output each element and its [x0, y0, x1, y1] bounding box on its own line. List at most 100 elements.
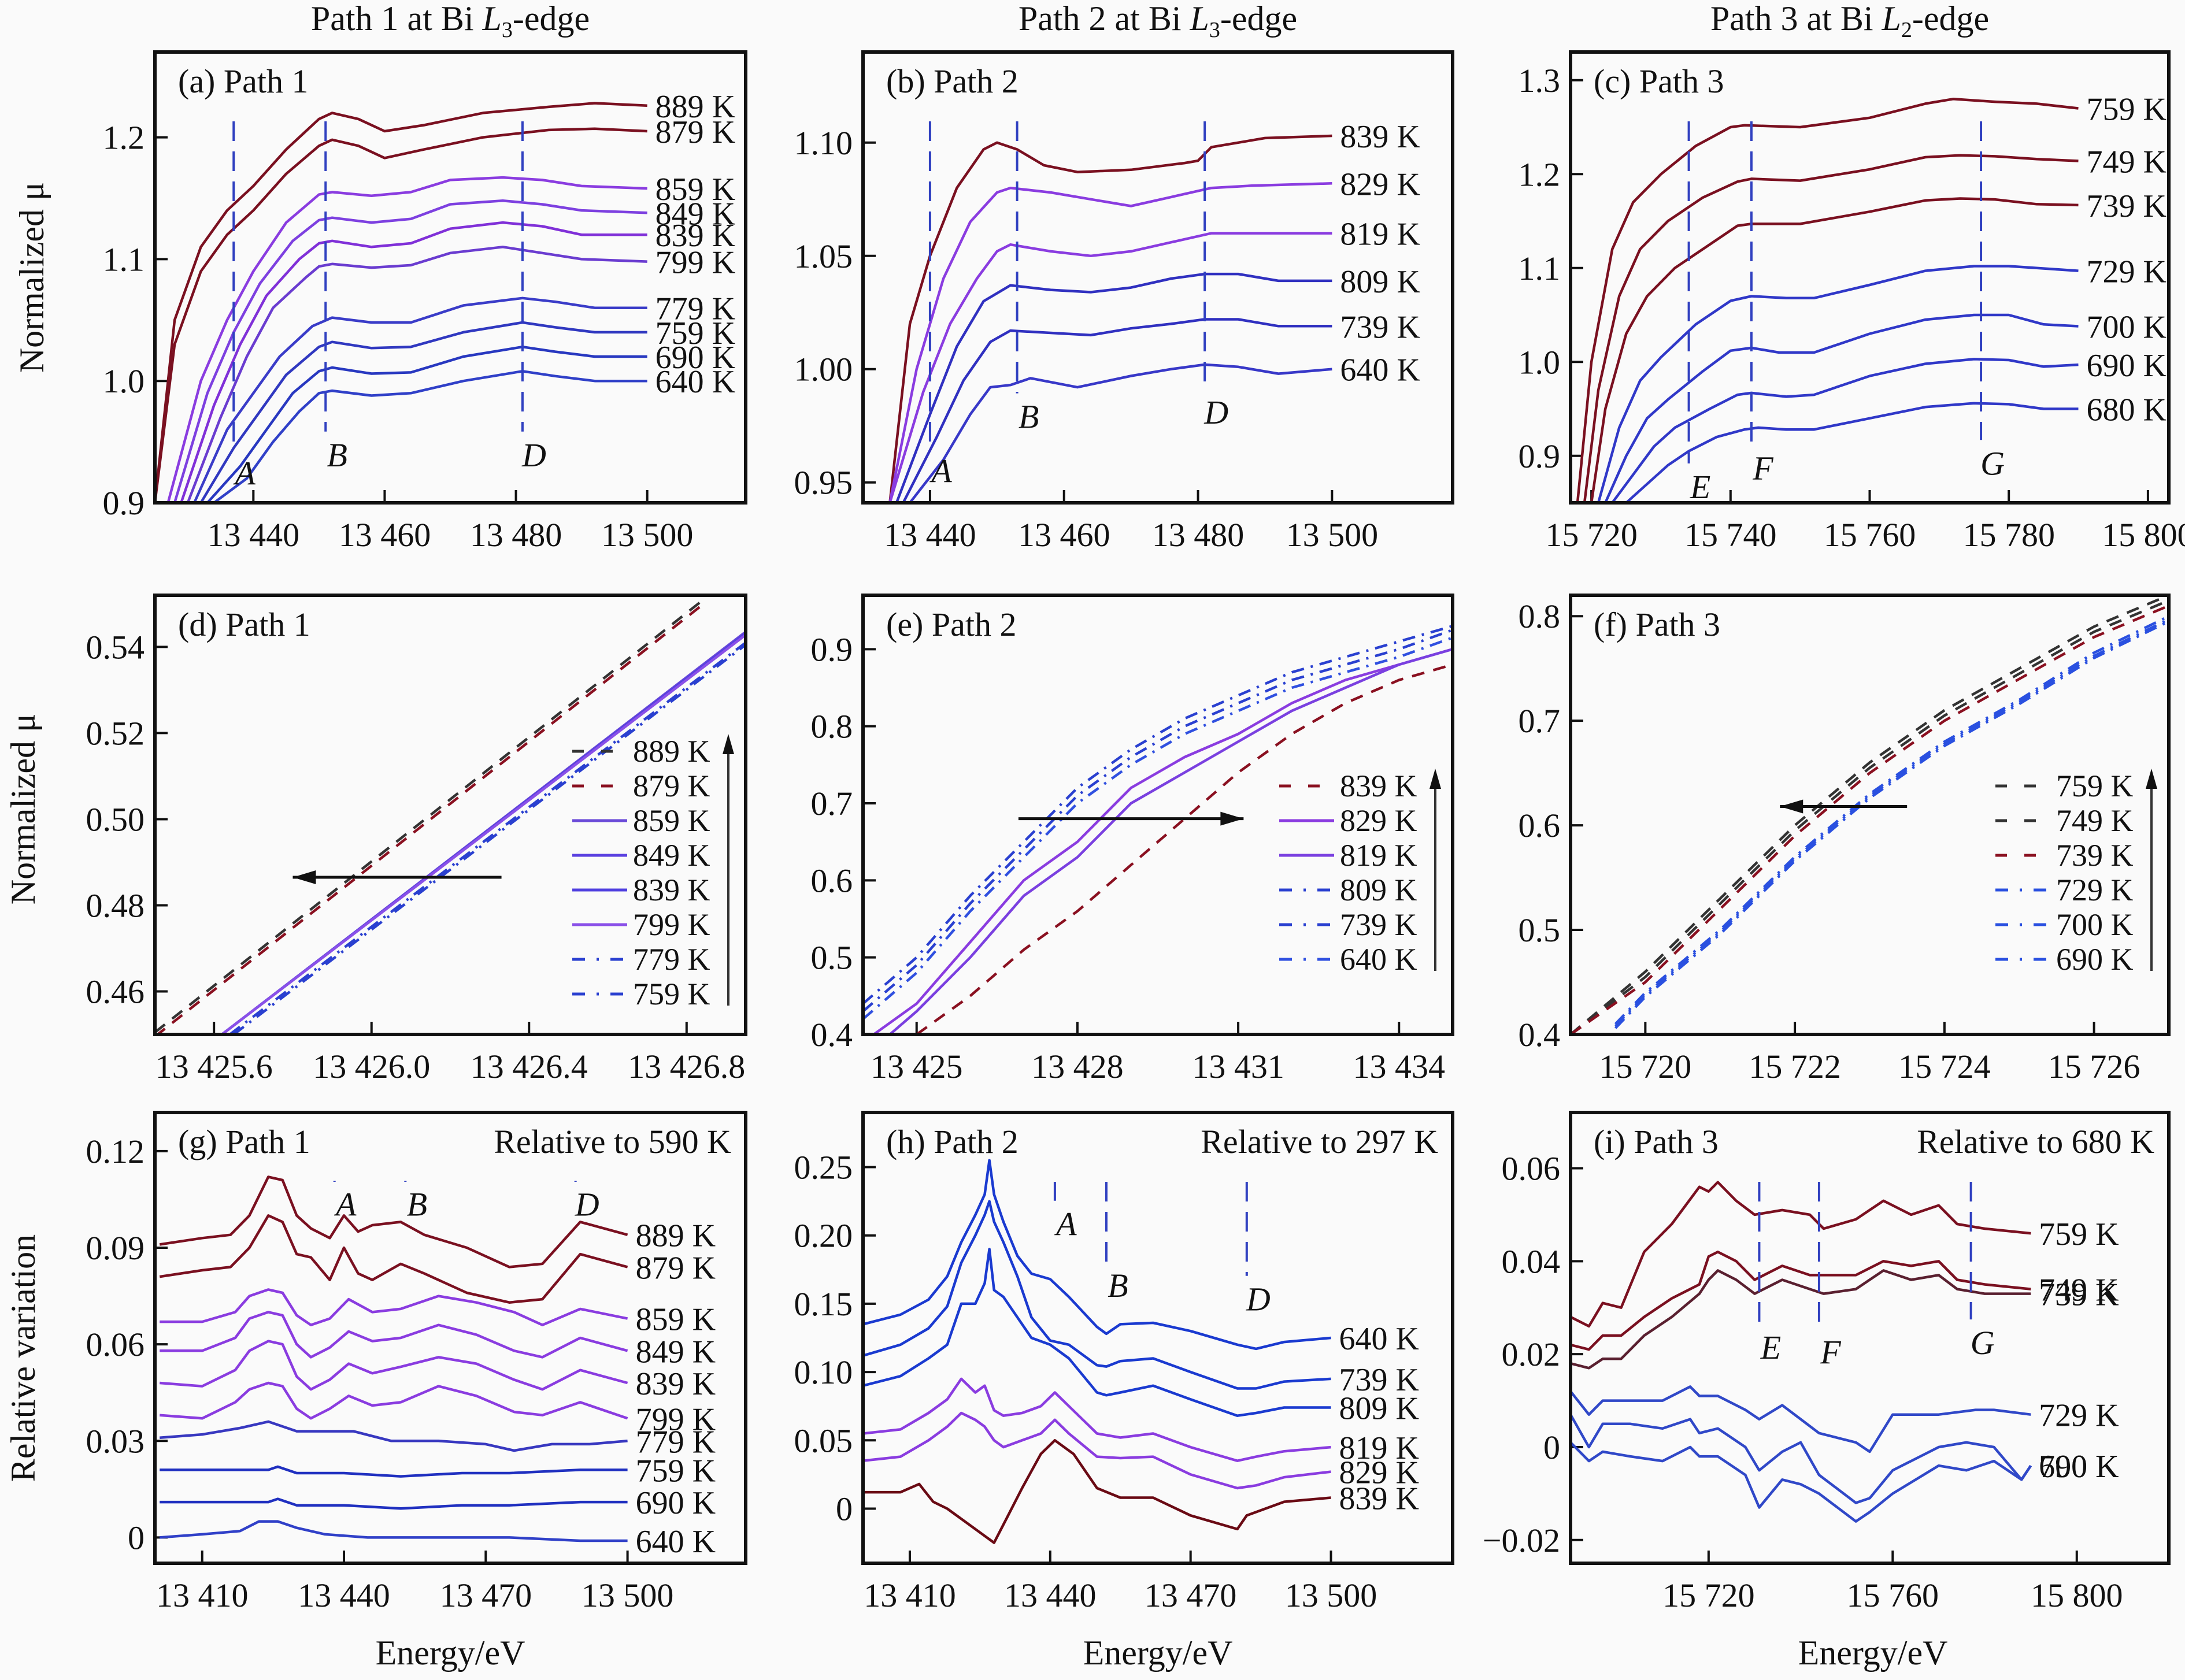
y-tick-label: 0.48 [86, 887, 145, 924]
series-line-849K [160, 1311, 628, 1359]
x-tick-label: 15 720 [1545, 516, 1638, 554]
series-line-749K [1571, 599, 2169, 1034]
panel-h: 13 410 13 440 13 470 13 500 0 0.05 0.10 0.15 0.2… [794, 1111, 1454, 1614]
plot-frame [1569, 1111, 2171, 1565]
curve-label: 839 K [636, 1366, 716, 1402]
plot-frame [861, 1111, 1454, 1565]
panel-title: (c) Path 3 [1594, 62, 1724, 100]
y-tick-label: 0.03 [86, 1422, 145, 1460]
feature-marker-A: A [929, 453, 952, 490]
x-tick-label: 13 428 [1031, 1048, 1124, 1085]
feature-marker-B: B [327, 436, 347, 474]
y-tick-label: 0.15 [794, 1285, 853, 1323]
y-tick-label: 0.46 [86, 973, 145, 1010]
curve-label: 749 K [2039, 1273, 2119, 1308]
curve-label: 690 K [636, 1485, 716, 1521]
series-line-749K [1583, 154, 2079, 503]
series-line-739K [1571, 604, 2169, 1034]
series-line-829K [873, 648, 1453, 1034]
series-group [155, 596, 746, 1034]
curve-label: 729 K [2039, 1398, 2119, 1434]
curve-label: 859 K [636, 1302, 716, 1338]
series-line-819K [888, 648, 1453, 1034]
series-line-739K [863, 628, 1453, 1013]
panel-f: 15 720 15 722 15 724 15 726 0.4 0.5 0.6 0.7 0.8 7… [1519, 594, 2171, 1085]
x-tick-label: 13 470 [1145, 1577, 1237, 1614]
curve-label: 839 K [656, 218, 735, 254]
y-tick-label: 0.50 [86, 800, 145, 838]
series-line-879K [155, 600, 708, 1034]
y-tick-label: 0.6 [811, 862, 853, 899]
plot-frame [1569, 50, 2171, 505]
series-line-640K [909, 363, 1332, 503]
legend-label: 739 K [2056, 838, 2134, 873]
curve-label: 779 K [636, 1424, 716, 1460]
panel-b: 13 440 13 460 13 480 13 500 0.95 1.00 1.05 1.10… [794, 50, 1454, 554]
x-tick-label: 15 740 [1684, 516, 1777, 554]
feature-marker-E: E [1690, 468, 1710, 506]
curve-label: 640 K [656, 364, 735, 400]
curve-label: 849 K [656, 196, 735, 232]
y-tick-label: 0.5 [811, 939, 853, 977]
x-tick-label: 13 426.4 [471, 1048, 588, 1085]
curve-label: 849 K [636, 1334, 716, 1370]
legend-label: 839 K [633, 873, 710, 907]
series-line-690K [1571, 1441, 2032, 1523]
x-tick-label: 15 760 [1847, 1577, 1939, 1614]
x-tick-label: 15 720 [1599, 1048, 1692, 1085]
panel-note: Relative to 297 K [1201, 1123, 1438, 1160]
xlabel-g: Energy/eV [376, 1634, 525, 1672]
legend-label: 809 K [1340, 873, 1417, 907]
series-group [888, 121, 1332, 503]
feature-marker-A: A [1054, 1206, 1077, 1243]
y-tick-label: 0.9 [1519, 437, 1561, 475]
panel-title: (h) Path 2 [886, 1123, 1019, 1160]
series-line-889K [159, 1175, 628, 1269]
curve-label: 879 K [656, 114, 735, 150]
panel-c: 15 720 15 740 15 760 15 780 15 800 0.9 1.0 1.1 1… [1519, 50, 2185, 554]
y-tick-label: 0.05 [794, 1422, 853, 1459]
curve-label: 829 K [1339, 1455, 1419, 1491]
series-line-749K [1571, 1250, 2031, 1351]
legend-label: 640 K [1340, 942, 1417, 977]
series-group [863, 1159, 1331, 1544]
panel-title: (d) Path 1 [178, 606, 310, 643]
y-tick-label: 1.10 [794, 124, 853, 162]
curve-label: 879 K [636, 1250, 716, 1286]
series-line-839K [916, 663, 1453, 1034]
series-line-640K [160, 1520, 628, 1542]
x-tick-label: 13 480 [470, 516, 562, 554]
series-line-889K [155, 596, 708, 1034]
x-tick-label: 15 800 [2102, 516, 2185, 554]
series-line-779K [193, 296, 647, 503]
series-line-779K [160, 1420, 628, 1452]
y-tick-label: 0.9 [811, 631, 853, 668]
xlabel-h: Energy/eV [1083, 1634, 1233, 1672]
curve-label: 690 K [2087, 348, 2167, 384]
curve-label: 759 K [656, 316, 735, 351]
series-line-759K [1571, 1181, 2031, 1328]
y-tick-label: 1.00 [794, 351, 853, 388]
x-tick-label: 13 460 [339, 516, 431, 554]
panel-title: (b) Path 2 [886, 62, 1019, 100]
series-line-739K [1571, 1269, 2031, 1370]
x-tick-label: 13 425 [871, 1048, 963, 1085]
arrow-head-icon [1220, 811, 1244, 826]
x-tick-label: 13 500 [601, 516, 694, 554]
plot-frame [153, 1111, 747, 1565]
series-line-839K [160, 1340, 628, 1391]
series-line-700K [1604, 313, 2079, 503]
series-line-839K [888, 134, 1332, 503]
y-tick-label: 0.8 [811, 708, 853, 746]
y-tick-label: 0.09 [86, 1229, 145, 1267]
x-tick-label: 13 410 [156, 1577, 249, 1614]
series-line-759K [1576, 98, 2079, 503]
curve-label: 759 K [2087, 92, 2167, 128]
legend-label: 799 K [633, 907, 710, 942]
plot-frame [861, 50, 1454, 505]
series-line-739K [1590, 197, 2079, 503]
x-tick-label: 15 780 [1962, 516, 2055, 554]
series-line-829K [888, 182, 1332, 503]
series-line-700K [1571, 1414, 2032, 1504]
curve-label: 640 K [1339, 1321, 1419, 1357]
